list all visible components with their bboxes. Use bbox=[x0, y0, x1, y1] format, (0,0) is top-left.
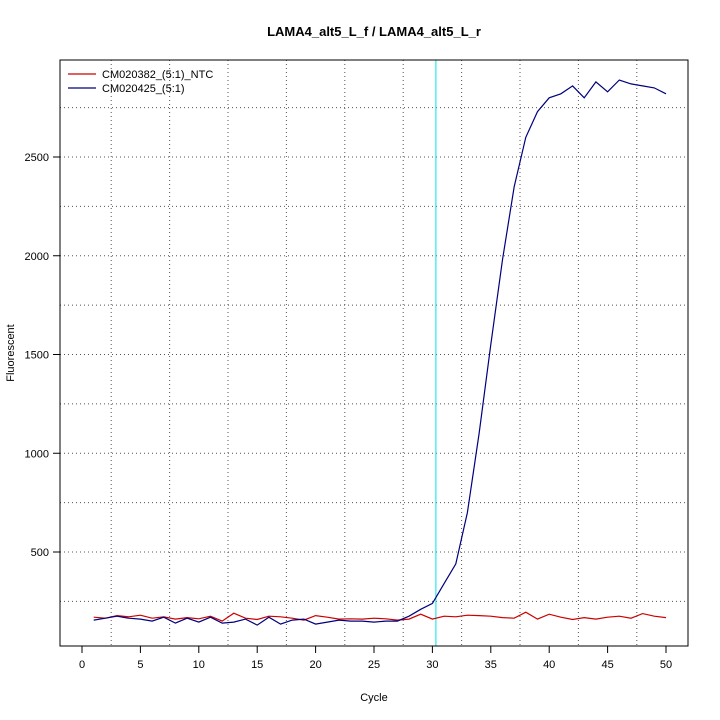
x-axis: 0 5 10 15 20 25 30 35 40 45 50 bbox=[79, 646, 672, 671]
y-tick-label: 1500 bbox=[25, 350, 49, 362]
y-axis: 500 1000 1500 2000 2500 bbox=[25, 152, 60, 559]
x-tick-label: 10 bbox=[193, 659, 205, 671]
x-tick-label: 15 bbox=[251, 659, 263, 671]
y-tick-label: 1000 bbox=[25, 448, 49, 460]
x-tick-label: 25 bbox=[368, 659, 380, 671]
series-line-2 bbox=[93, 79, 667, 626]
series-line-1 bbox=[93, 611, 667, 622]
x-tick-label: 30 bbox=[426, 659, 438, 671]
x-tick-label: 50 bbox=[660, 659, 672, 671]
legend-label: CM020382_(5:1)_NTC bbox=[102, 69, 213, 81]
y-tick-label: 2000 bbox=[25, 251, 49, 263]
x-axis-label: Cycle bbox=[360, 692, 388, 704]
legend-label: CM020425_(5:1) bbox=[102, 83, 185, 95]
y-tick-label: 500 bbox=[31, 547, 49, 559]
x-tick-label: 45 bbox=[601, 659, 613, 671]
x-tick-label: 0 bbox=[79, 659, 85, 671]
x-tick-label: 5 bbox=[137, 659, 143, 671]
x-tick-label: 35 bbox=[485, 659, 497, 671]
x-tick-label: 40 bbox=[543, 659, 555, 671]
y-tick-label: 2500 bbox=[25, 152, 49, 164]
x-tick-label: 20 bbox=[309, 659, 321, 671]
legend: CM020382_(5:1)_NTC CM020425_(5:1) bbox=[68, 69, 213, 95]
chart-title: LAMA4_alt5_L_f / LAMA4_alt5_L_r bbox=[267, 24, 481, 39]
series-group bbox=[93, 79, 667, 626]
grid bbox=[60, 60, 688, 646]
plot-frame bbox=[59, 59, 689, 647]
y-axis-label: Fluorescent bbox=[5, 324, 17, 381]
